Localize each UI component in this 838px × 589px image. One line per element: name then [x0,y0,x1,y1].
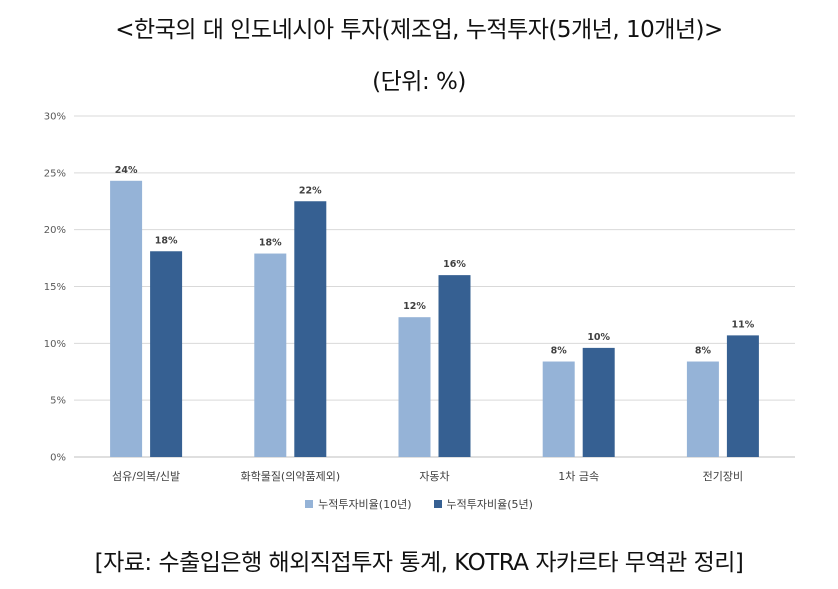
x-tick-label: 전기장비 [703,470,743,483]
data-label: 12% [403,301,426,312]
x-tick-label: 자동차 [419,470,449,483]
data-label: 18% [155,235,178,246]
data-label: 22% [299,185,322,196]
bar-5y [438,275,471,457]
legend-label-10y: 누적투자비율(10년) [318,498,412,511]
y-tick-label: 20% [44,225,66,236]
y-tick-label: 10% [44,339,66,350]
legend-label-5y: 누적투자비율(5년) [446,498,533,511]
y-tick-label: 30% [44,112,66,123]
data-label: 8% [551,346,568,357]
legend-swatch-5y [433,500,442,508]
bar-10y [110,180,143,458]
data-label: 8% [695,346,712,357]
y-tick-label: 0% [50,453,66,464]
legend: 누적투자비율(10년) 누적투자비율(5년) [0,496,838,512]
legend-item-10y: 누적투자비율(10년) [305,496,412,512]
x-tick-label: 1차 금속 [558,470,599,483]
bar-10y [686,361,719,457]
chart-title: <한국의 대 인도네시아 투자(제조업, 누적투자(5개년, 10개년)> [115,17,723,43]
source-note: [자료: 수출입은행 해외직접투자 통계, KOTRA 자카르타 무역관 정리] [94,550,744,576]
legend-item-5y: 누적투자비율(5년) [433,496,533,512]
data-label: 10% [587,332,610,343]
bar-5y [582,347,615,457]
y-tick-label: 25% [44,168,66,179]
bar-10y [542,361,575,457]
data-label: 11% [732,319,755,330]
unit-label: (단위: %) [372,69,466,95]
bar-5y [726,335,759,457]
x-tick-label: 화학물질(의약품제외) [240,469,340,483]
y-tick-label: 5% [50,396,66,407]
bar-chart: 0% 5% 10% 15% 20% 25% 30% 24% 18% 섬유/의복/신발 18% 22% 화… [44,112,795,483]
data-label: 16% [443,259,466,270]
legend-swatch-10y [305,500,314,508]
data-label: 18% [259,238,282,249]
bar-5y [150,251,183,457]
data-label: 24% [115,165,138,176]
y-tick-label: 15% [44,282,66,293]
bar-10y [254,253,287,457]
x-tick-label: 섬유/의복/신발 [112,470,180,483]
bar-10y [398,317,431,457]
bar-5y [294,201,327,457]
